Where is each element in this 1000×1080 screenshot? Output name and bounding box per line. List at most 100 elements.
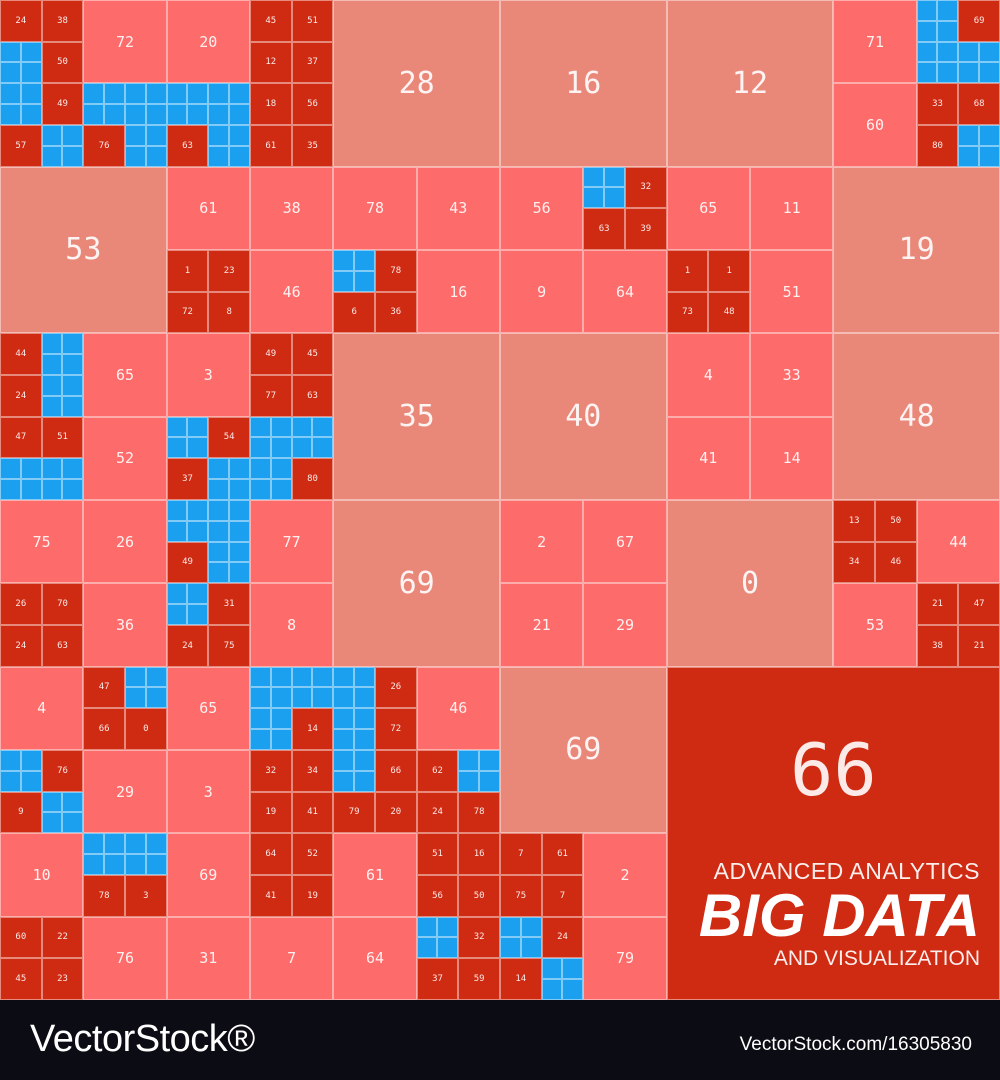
tile xyxy=(62,812,84,834)
tile: 51 xyxy=(41,416,84,459)
tile xyxy=(208,562,230,584)
tile: 68 xyxy=(958,83,1000,125)
tile: 43 xyxy=(416,166,500,250)
tile xyxy=(0,770,21,792)
tile xyxy=(937,20,959,42)
tile: 31 xyxy=(208,583,250,625)
tile: 70 xyxy=(41,583,84,625)
tile xyxy=(166,520,188,542)
tile xyxy=(229,124,250,146)
tile: 3 xyxy=(124,874,167,917)
tile: 64 xyxy=(583,249,667,334)
tile: 56 xyxy=(416,874,459,917)
tile: 47 xyxy=(958,583,1000,625)
tile: 75 xyxy=(499,874,542,917)
tile xyxy=(354,666,375,688)
tile xyxy=(20,104,42,125)
tile: 69 xyxy=(166,833,250,917)
tile: 28 xyxy=(333,0,500,167)
tile xyxy=(937,41,959,63)
tile xyxy=(0,83,21,105)
tile xyxy=(62,374,84,396)
tile xyxy=(270,458,292,480)
tile: 39 xyxy=(624,208,667,250)
tile xyxy=(41,354,63,375)
branding-line-visualization: AND VISUALIZATION xyxy=(773,947,980,970)
tile xyxy=(229,479,250,500)
tile: 60 xyxy=(833,83,917,167)
tile xyxy=(20,770,42,792)
tile xyxy=(166,83,188,105)
tile: 67 xyxy=(583,499,667,584)
tile xyxy=(354,687,375,709)
tile: 13 xyxy=(833,499,875,542)
tile: 16 xyxy=(499,0,667,167)
tile xyxy=(187,520,209,542)
tile: 14 xyxy=(291,708,334,750)
tile xyxy=(166,499,188,521)
tile xyxy=(291,666,313,688)
tile: 35 xyxy=(333,333,500,500)
tile: 24 xyxy=(0,624,42,667)
tile xyxy=(333,270,355,292)
tile xyxy=(583,187,605,209)
tile xyxy=(145,83,167,105)
tile: 16 xyxy=(458,833,500,875)
tile: 72 xyxy=(83,0,167,84)
tile: 21 xyxy=(499,583,584,667)
tile: 45 xyxy=(291,333,334,375)
tile: 8 xyxy=(208,291,250,334)
tile xyxy=(541,958,563,980)
tile xyxy=(145,145,167,167)
tile xyxy=(354,249,375,271)
tile: 51 xyxy=(416,833,459,875)
branding-line-big-data: BIG DATA xyxy=(698,882,980,949)
tile xyxy=(0,41,21,63)
tile: 4 xyxy=(0,666,84,750)
tile: 23 xyxy=(208,249,250,292)
tile: 26 xyxy=(83,499,167,584)
tile xyxy=(979,145,1000,167)
tile: 76 xyxy=(83,124,125,167)
tile: 19 xyxy=(833,166,1000,334)
tile xyxy=(958,145,980,167)
tile xyxy=(354,749,375,771)
tile xyxy=(333,249,355,271)
tile xyxy=(124,104,146,125)
tile xyxy=(333,687,355,709)
tile xyxy=(62,791,84,813)
tile xyxy=(83,83,105,105)
tile: 11 xyxy=(749,166,834,250)
tile xyxy=(41,395,63,417)
vectorstock-logo: VectorStock® xyxy=(30,1018,255,1060)
tile xyxy=(416,916,438,938)
tile xyxy=(458,749,480,771)
tile: 80 xyxy=(291,458,334,500)
tile xyxy=(479,749,500,771)
tile xyxy=(124,145,146,167)
tile xyxy=(145,687,167,709)
tile xyxy=(145,854,167,875)
tile xyxy=(249,687,271,709)
tile xyxy=(499,937,521,959)
tile xyxy=(187,604,209,625)
tile: 24 xyxy=(0,0,42,42)
tile: 59 xyxy=(458,958,500,1000)
tile xyxy=(604,187,625,209)
tile xyxy=(208,520,230,542)
tile xyxy=(187,83,209,105)
tile xyxy=(437,916,459,938)
tile xyxy=(166,437,188,459)
tile: 7 xyxy=(499,833,542,875)
tile: 1 xyxy=(166,249,209,292)
tile xyxy=(562,958,584,980)
tile xyxy=(291,416,313,438)
tile xyxy=(270,708,292,730)
tile: 1 xyxy=(708,249,750,292)
tile xyxy=(270,479,292,500)
tile xyxy=(270,729,292,750)
tile xyxy=(20,62,42,84)
tile: 63 xyxy=(41,624,84,667)
tile: 65 xyxy=(166,666,250,750)
tile xyxy=(104,83,125,105)
